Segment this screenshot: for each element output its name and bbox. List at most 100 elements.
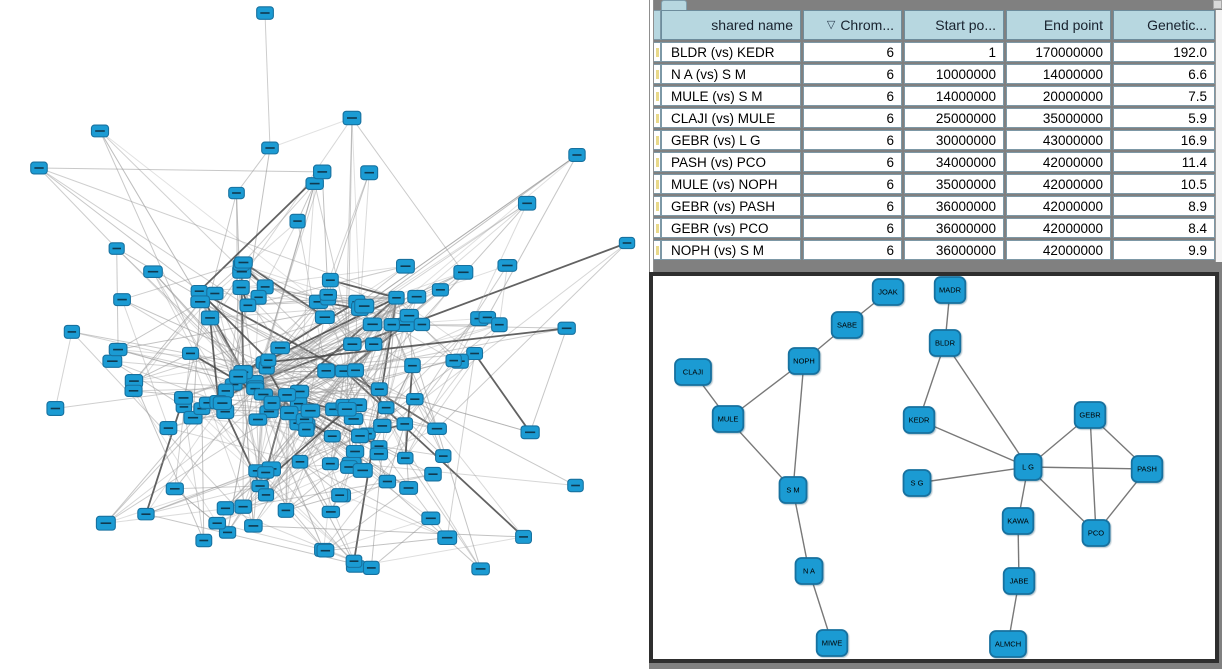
- network-edge[interactable]: [327, 297, 353, 345]
- network-edge[interactable]: [1027, 466, 1148, 470]
- network-edge[interactable]: [198, 171, 323, 292]
- network-node[interactable]: [1013, 453, 1043, 481]
- network-edge[interactable]: [309, 410, 343, 496]
- table-tab-fragment[interactable]: [661, 0, 687, 10]
- network-edge[interactable]: [254, 381, 287, 511]
- network-node[interactable]: [1001, 507, 1035, 535]
- network-edge[interactable]: [71, 331, 380, 390]
- network-node[interactable]: [787, 347, 821, 375]
- network-edge[interactable]: [243, 352, 475, 373]
- table-cell[interactable]: 6: [803, 130, 902, 150]
- table-cell[interactable]: 6: [803, 196, 902, 216]
- network-edge[interactable]: [240, 287, 358, 406]
- network-edge[interactable]: [216, 428, 438, 524]
- network-edge[interactable]: [254, 171, 323, 383]
- network-edge[interactable]: [486, 154, 578, 318]
- network-node[interactable]: [1073, 401, 1107, 429]
- network-edge[interactable]: [38, 167, 345, 372]
- network-edge[interactable]: [265, 286, 410, 317]
- network-edge[interactable]: [385, 297, 397, 408]
- network-edge[interactable]: [255, 327, 567, 389]
- network-edge[interactable]: [792, 360, 805, 491]
- network-edge[interactable]: [352, 154, 578, 345]
- table-cell[interactable]: PASH (vs) PCO: [661, 152, 801, 172]
- table-cell[interactable]: 5.9: [1113, 108, 1215, 128]
- network-edge[interactable]: [201, 408, 205, 541]
- table-cell[interactable]: BLDR (vs) KEDR: [661, 42, 801, 62]
- network-node[interactable]: [928, 329, 962, 357]
- network-edge[interactable]: [299, 461, 332, 513]
- table-scrollbar-track[interactable]: [1215, 10, 1222, 262]
- network-edge[interactable]: [279, 347, 345, 406]
- network-node[interactable]: [674, 358, 712, 386]
- table-cell[interactable]: 10000000: [904, 64, 1004, 84]
- network-node[interactable]: [1081, 519, 1111, 547]
- table-cell[interactable]: 6: [803, 86, 902, 106]
- network-edge[interactable]: [269, 117, 353, 149]
- table-cell[interactable]: 9.9: [1113, 240, 1215, 260]
- table-cell[interactable]: 42000000: [1006, 174, 1111, 194]
- table-cell[interactable]: 25000000: [904, 108, 1004, 128]
- network-edge[interactable]: [121, 299, 169, 429]
- network-edge[interactable]: [404, 457, 482, 570]
- network-node[interactable]: [778, 476, 808, 504]
- network-edge[interactable]: [214, 293, 267, 496]
- table-cell[interactable]: 8.9: [1113, 196, 1215, 216]
- network-node[interactable]: [830, 311, 864, 339]
- dense-network-graph[interactable]: [0, 0, 649, 669]
- network-edge[interactable]: [285, 370, 346, 511]
- network-edge[interactable]: [330, 279, 410, 317]
- table-cell[interactable]: 14000000: [1006, 64, 1111, 84]
- network-node[interactable]: [1130, 455, 1164, 483]
- table-cell[interactable]: 6: [803, 108, 902, 128]
- table-cell[interactable]: 170000000: [1006, 42, 1111, 62]
- network-edge[interactable]: [112, 360, 185, 408]
- network-edge[interactable]: [416, 264, 508, 298]
- network-edge[interactable]: [314, 183, 353, 345]
- panel-splitter[interactable]: [649, 0, 654, 272]
- table-cell[interactable]: MULE (vs) NOPH: [661, 174, 801, 194]
- network-edge[interactable]: [404, 318, 480, 459]
- network-edge[interactable]: [344, 370, 438, 430]
- network-edge[interactable]: [210, 305, 365, 319]
- network-edge[interactable]: [404, 324, 500, 459]
- table-cell[interactable]: N A (vs) S M: [661, 64, 801, 84]
- table-cell[interactable]: CLAJI (vs) MULE: [661, 108, 801, 128]
- network-edge[interactable]: [198, 290, 269, 361]
- main-network-view[interactable]: [0, 0, 649, 669]
- network-node[interactable]: [1002, 567, 1036, 595]
- network-edge[interactable]: [242, 271, 464, 373]
- network-edge[interactable]: [133, 301, 201, 382]
- network-edge[interactable]: [133, 301, 201, 392]
- network-edge[interactable]: [916, 466, 1029, 484]
- network-edge[interactable]: [378, 297, 397, 390]
- network-edge[interactable]: [298, 183, 316, 404]
- network-edge[interactable]: [241, 264, 373, 325]
- network-edge[interactable]: [174, 353, 192, 489]
- network-edge[interactable]: [355, 297, 397, 371]
- network-edge[interactable]: [404, 360, 455, 425]
- network-edge[interactable]: [257, 408, 335, 472]
- network-edge[interactable]: [473, 352, 531, 433]
- network-edge[interactable]: [198, 290, 346, 372]
- network-edge[interactable]: [242, 172, 370, 507]
- network-edge[interactable]: [254, 242, 628, 383]
- network-edge[interactable]: [224, 411, 357, 567]
- network-edge[interactable]: [265, 424, 307, 496]
- table-cell[interactable]: 6: [803, 42, 902, 62]
- network-edge[interactable]: [242, 271, 464, 373]
- network-edge[interactable]: [145, 513, 372, 569]
- network-edge[interactable]: [209, 317, 220, 403]
- table-cell[interactable]: GEBR (vs) L G: [661, 130, 801, 150]
- network-edge[interactable]: [370, 517, 432, 569]
- network-edge[interactable]: [944, 342, 1029, 468]
- network-edge[interactable]: [351, 462, 576, 487]
- network-edge[interactable]: [285, 494, 340, 511]
- network-edge[interactable]: [323, 353, 476, 551]
- table-cell[interactable]: 36000000: [904, 218, 1004, 238]
- network-edge[interactable]: [344, 297, 397, 372]
- network-edge[interactable]: [446, 353, 476, 538]
- network-edge[interactable]: [354, 451, 409, 489]
- network-edge[interactable]: [263, 183, 316, 363]
- network-edge[interactable]: [99, 130, 244, 373]
